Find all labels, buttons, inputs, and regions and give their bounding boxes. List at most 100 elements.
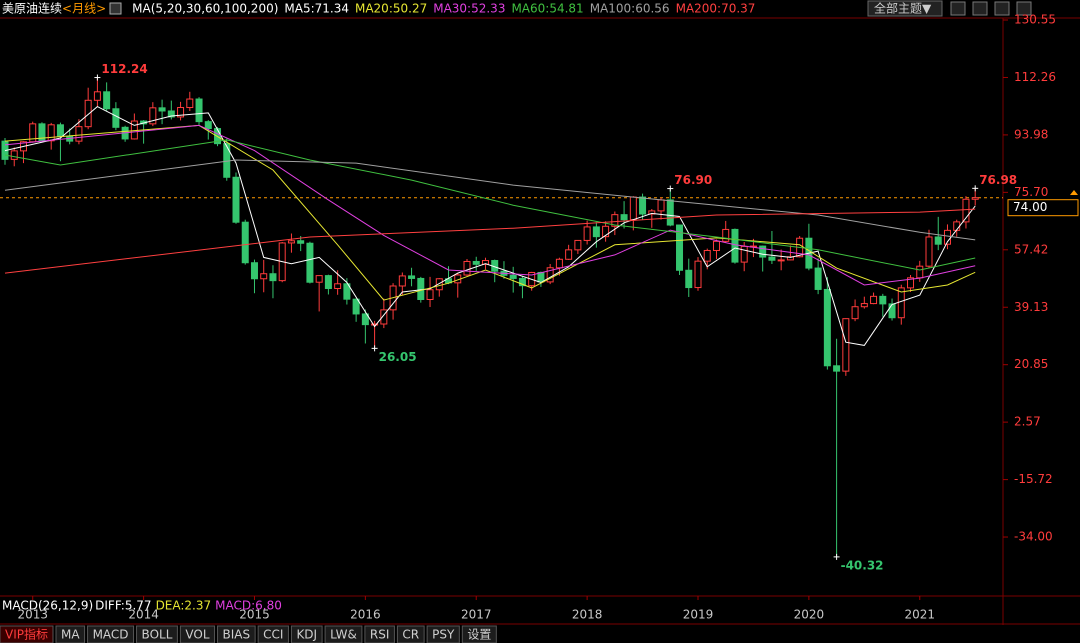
tab-label[interactable]: VOL — [185, 628, 209, 642]
tab[interactable] — [461, 625, 497, 643]
icon-button[interactable] — [972, 1, 988, 16]
y-tick-label: 2.57 — [1014, 415, 1041, 429]
period: <月线> — [62, 2, 106, 16]
icon-button[interactable] — [994, 1, 1010, 16]
candle-body — [722, 228, 730, 242]
candle-body — [629, 196, 637, 221]
candle-body — [509, 274, 517, 279]
tab[interactable] — [87, 625, 135, 643]
tab[interactable] — [0, 625, 54, 643]
candle-body — [639, 196, 647, 215]
candle-body — [657, 199, 665, 212]
candle-body — [84, 99, 92, 128]
legend-entry: MA200:70.37 — [676, 2, 756, 16]
tab-label[interactable]: MACD — [93, 628, 129, 642]
tab-label[interactable]: LW& — [330, 628, 357, 642]
tab[interactable] — [364, 625, 395, 643]
candle-body — [250, 262, 258, 280]
tab-label[interactable]: PSY — [432, 628, 455, 642]
candle-body — [786, 256, 794, 261]
tab[interactable] — [257, 625, 289, 643]
tab[interactable] — [179, 625, 216, 643]
tab-label[interactable]: CR — [402, 628, 419, 642]
legend-entry: MA5:71.34 — [284, 2, 349, 16]
candle-body — [371, 323, 379, 326]
candle-body — [851, 306, 859, 320]
candle-body — [352, 298, 360, 315]
icon-button[interactable] — [1016, 1, 1032, 16]
tab[interactable] — [290, 625, 323, 643]
candle-body — [158, 107, 166, 112]
macd-label: MACD(26,12,9) — [2, 599, 93, 613]
ma-line — [4, 159, 976, 241]
candle-body — [186, 98, 194, 109]
candle-body — [195, 98, 203, 123]
tab-label[interactable]: BIAS — [223, 628, 251, 642]
tab[interactable] — [217, 625, 256, 643]
candle-body — [916, 265, 924, 279]
candle-body — [343, 283, 351, 300]
indicator-icon[interactable] — [109, 2, 122, 15]
tab-label[interactable]: 设置 — [467, 628, 491, 642]
tab-label[interactable]: VIP指标 — [5, 627, 48, 642]
candle-body — [925, 236, 933, 267]
extreme-label: 76.98 — [979, 173, 1017, 187]
candle-body — [712, 240, 720, 251]
tab-label[interactable]: CCI — [263, 628, 283, 642]
candle-body — [703, 249, 711, 262]
candle-body — [777, 259, 785, 262]
icon-button[interactable] — [950, 1, 966, 16]
extreme-label: 26.05 — [379, 350, 417, 364]
last-price-box — [1007, 199, 1079, 217]
macd-diff: DIFF:5.77 — [95, 599, 151, 613]
candle-body — [620, 214, 628, 221]
candle-body — [232, 176, 240, 223]
candle-body — [574, 239, 582, 251]
y-tick-label: 130.55 — [1014, 13, 1056, 27]
extreme-label: 76.90 — [674, 173, 712, 187]
candle-body — [685, 269, 693, 289]
x-tick-label: 2018 — [572, 608, 603, 622]
candle-body — [666, 199, 674, 226]
candle-body — [907, 277, 915, 289]
candle-body — [537, 271, 545, 283]
candle-body — [306, 242, 314, 283]
candle-body — [10, 150, 18, 160]
candle-body — [75, 126, 83, 142]
theme-button-label[interactable]: 全部主题▼ — [874, 1, 932, 16]
candle-body — [334, 283, 342, 289]
tab-label[interactable]: RSI — [370, 628, 390, 642]
candle-body — [177, 107, 185, 118]
candle-body — [315, 275, 323, 283]
candle-body — [426, 289, 434, 300]
candle-body — [602, 225, 610, 238]
candle-body — [481, 260, 489, 265]
tab-label[interactable]: BOLL — [142, 628, 173, 642]
x-tick-label: 2016 — [350, 608, 381, 622]
ma-line — [4, 124, 976, 301]
tab[interactable] — [396, 625, 425, 643]
candle-body — [879, 295, 887, 305]
tab-label[interactable]: KDJ — [296, 628, 317, 642]
candle-body — [546, 267, 554, 283]
tab[interactable] — [55, 625, 86, 643]
x-tick-label: 2017 — [461, 608, 492, 622]
theme-button[interactable] — [867, 0, 943, 17]
candle-body — [971, 197, 979, 200]
tab-label[interactable]: MA — [61, 628, 80, 642]
y-tick-label: 112.26 — [1014, 70, 1056, 84]
candle-body — [555, 258, 563, 269]
candle-body — [417, 277, 425, 300]
candle-body — [860, 303, 868, 308]
candle-body — [583, 226, 591, 241]
tab[interactable] — [324, 625, 363, 643]
tab[interactable] — [426, 625, 460, 643]
candle-body — [297, 240, 305, 244]
price-arrow — [1070, 190, 1078, 195]
y-tick-label: 57.42 — [1014, 242, 1048, 256]
candle-body — [592, 226, 600, 238]
candle-body — [149, 107, 157, 125]
candle-body — [731, 228, 739, 263]
tab[interactable] — [136, 625, 178, 643]
